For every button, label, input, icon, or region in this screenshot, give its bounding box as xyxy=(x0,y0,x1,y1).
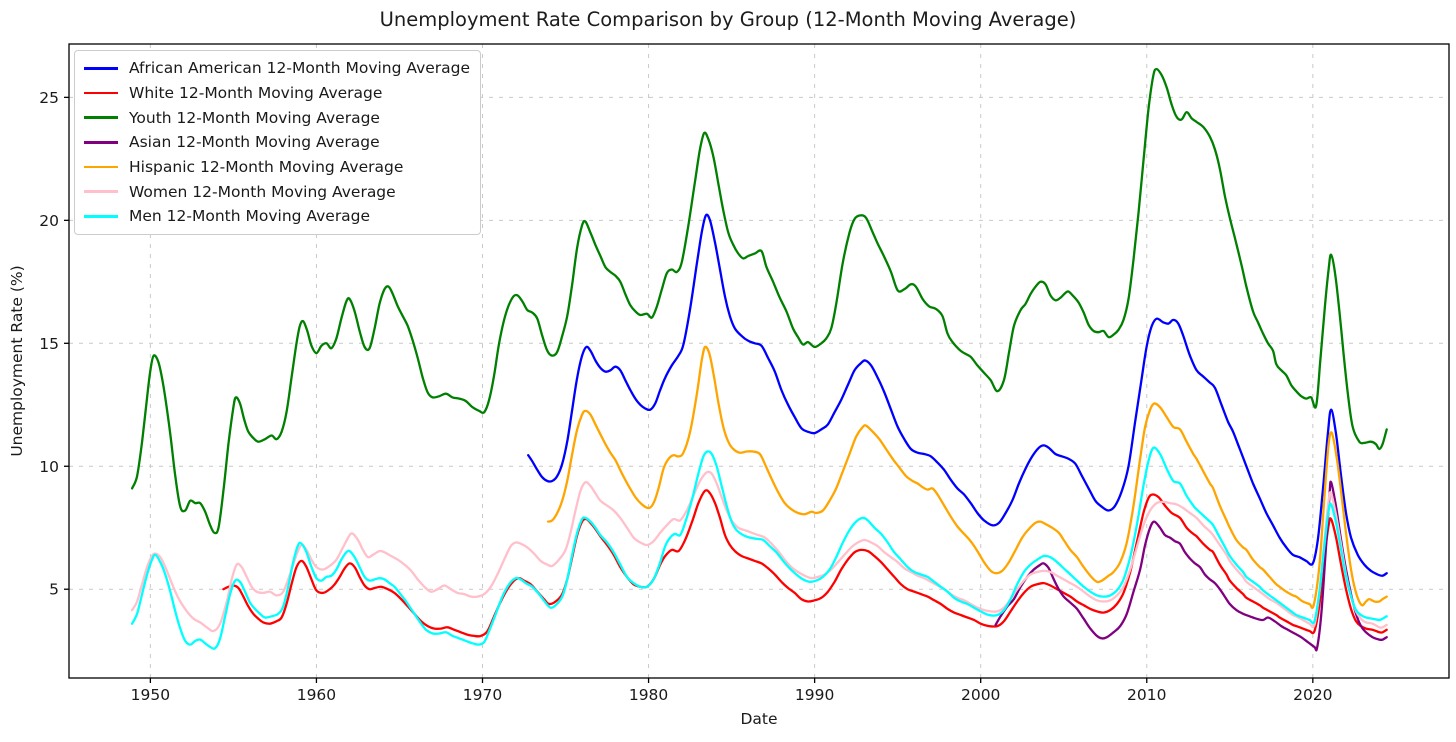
legend-line-swatch xyxy=(84,91,118,95)
legend-label: White 12-Month Moving Average xyxy=(129,84,383,103)
y-tick-label: 10 xyxy=(39,458,59,476)
legend-line-swatch xyxy=(84,141,118,144)
legend-label: Women 12-Month Moving Average xyxy=(129,182,396,201)
legend-item-1: White 12-Month Moving Average xyxy=(84,81,470,106)
y-axis-label: Unemployment Rate (%) xyxy=(8,265,26,457)
plot-border xyxy=(68,43,1450,679)
legend-label: Youth 12-Month Moving Average xyxy=(129,108,380,127)
series-line-2 xyxy=(130,67,1388,535)
series-line-6 xyxy=(130,446,1388,650)
legend-line-swatch xyxy=(84,67,118,70)
x-axis-label: Date xyxy=(740,710,778,728)
legend-label: Asian 12-Month Moving Average xyxy=(129,133,380,152)
series-line-0 xyxy=(527,213,1388,577)
legend-item-4: Hispanic 12-Month Moving Average xyxy=(84,155,470,180)
legend-line-swatch xyxy=(84,116,118,120)
x-tick-label: 2010 xyxy=(1127,686,1166,704)
legend-item-6: Men 12-Month Moving Average xyxy=(84,204,470,229)
x-tick-label: 2000 xyxy=(961,686,1000,704)
series-line-1 xyxy=(222,489,1388,638)
legend-label: African American 12-Month Moving Average xyxy=(129,59,471,78)
y-tick-label: 20 xyxy=(39,212,59,230)
legend-item-2: Youth 12-Month Moving Average xyxy=(84,105,470,130)
y-tick-label: 5 xyxy=(49,581,59,599)
series-line-4 xyxy=(546,345,1388,610)
x-tick-label: 1970 xyxy=(463,686,502,704)
x-tick-label: 2020 xyxy=(1293,686,1332,704)
legend-label: Hispanic 12-Month Moving Average xyxy=(129,158,404,177)
series-line-5 xyxy=(130,470,1388,633)
x-tick-label: 1990 xyxy=(795,686,834,704)
legend-line-swatch xyxy=(84,215,118,218)
x-tick-label: 1950 xyxy=(131,686,170,704)
x-tick-label: 1960 xyxy=(297,686,336,704)
legend-line-swatch xyxy=(84,190,118,194)
legend-item-5: Women 12-Month Moving Average xyxy=(84,179,470,204)
legend: African American 12-Month Moving Average… xyxy=(74,50,482,235)
legend-line-swatch xyxy=(84,165,118,169)
x-tick-label: 1980 xyxy=(629,686,668,704)
y-tick-label: 15 xyxy=(39,335,59,353)
y-tick-label: 25 xyxy=(39,89,59,107)
legend-item-0: African American 12-Month Moving Average xyxy=(84,56,470,81)
chart-title: Unemployment Rate Comparison by Group (1… xyxy=(379,8,1077,31)
legend-item-3: Asian 12-Month Moving Average xyxy=(84,130,470,155)
legend-label: Men 12-Month Moving Average xyxy=(129,207,371,226)
